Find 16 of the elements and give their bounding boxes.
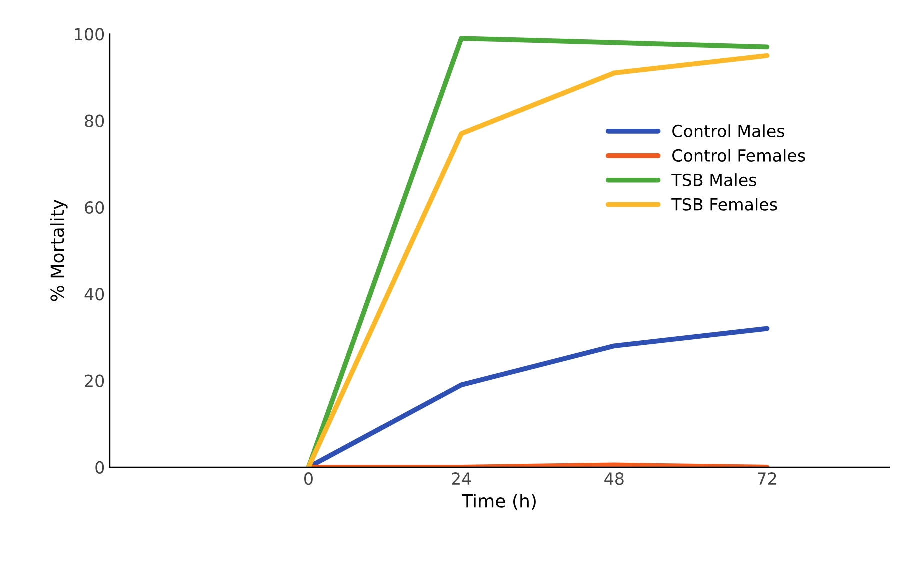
y-tick-label: 20 xyxy=(85,374,104,388)
y-tick-label: 0 xyxy=(96,461,104,474)
y-tick-label: 60 xyxy=(85,201,104,214)
legend-label: TSB Males xyxy=(672,174,756,186)
x-tick-label: 0 xyxy=(304,472,313,486)
x-tick-label: 48 xyxy=(604,472,624,486)
y-tick-label: 80 xyxy=(85,114,104,128)
y-tick-label: 100 xyxy=(75,28,104,41)
legend-label: TSB Females xyxy=(672,198,778,211)
y-tick-label: 40 xyxy=(84,288,104,301)
x-tick-label: 72 xyxy=(758,472,776,485)
legend-label: Control Males xyxy=(672,124,785,138)
x-tick-label: 24 xyxy=(452,472,472,485)
y-axis-title: % Mortality xyxy=(50,200,68,302)
x-axis-title: Time (h) xyxy=(462,494,536,510)
legend-label: Control Females xyxy=(672,149,806,162)
